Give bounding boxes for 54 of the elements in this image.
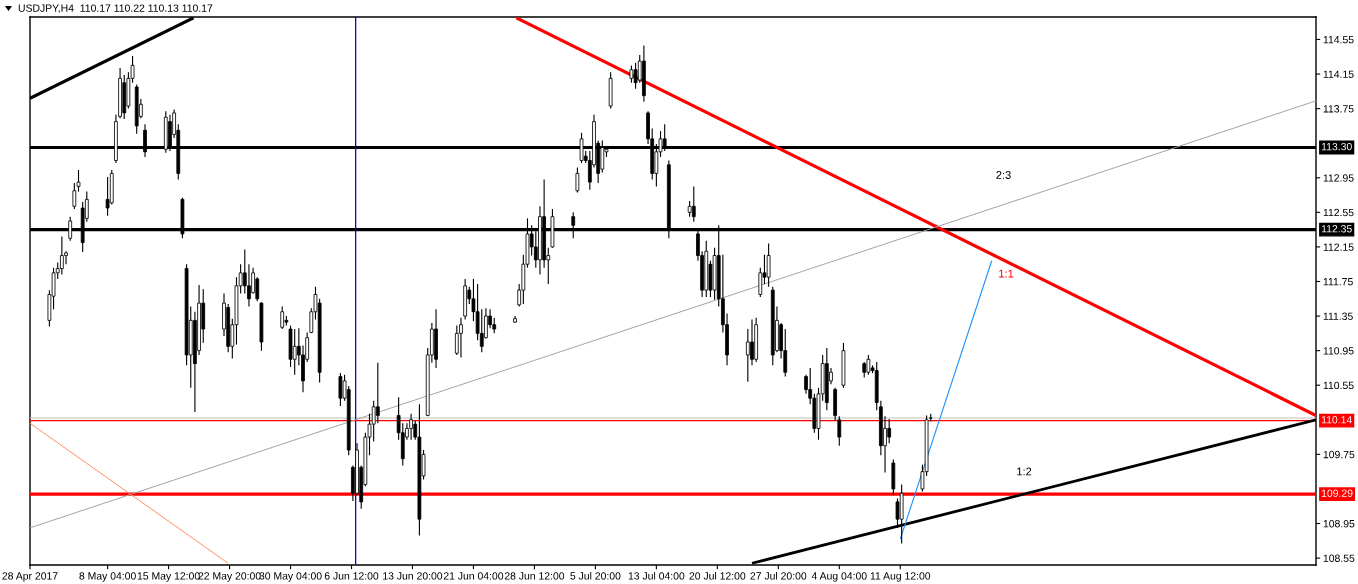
x-tick-label: 15 May 12:00 [137, 572, 200, 582]
x-tick-label: 28 Apr 2017 [2, 572, 58, 582]
candlestick [766, 242, 771, 288]
y-tick-label: 112.15 [1323, 243, 1354, 251]
candlestick [375, 362, 380, 424]
y-tick-label: 114.55 [1323, 36, 1354, 44]
candlestick [866, 354, 871, 376]
x-tick-label: 13 Jun 20:00 [383, 572, 443, 580]
candlestick [804, 374, 808, 395]
x-tick-label: 22 May 20:00 [198, 572, 261, 582]
x-tick-label: 30 May 04:00 [259, 572, 322, 582]
y-tick-label: 112.95 [1323, 174, 1354, 182]
candlestick [758, 267, 763, 298]
annotation: 1:2 [1017, 467, 1032, 476]
y-tick-label: 108.55 [1323, 554, 1355, 562]
candlestick [479, 308, 484, 353]
candlestick [895, 497, 900, 529]
y-tick-label: 108.95 [1323, 520, 1355, 528]
candlestick [745, 328, 750, 383]
ref-line-label: 113.30 [1321, 142, 1352, 151]
x-tick-label: 8 May 04:00 [79, 572, 136, 582]
candlestick [459, 317, 463, 359]
y-tick-label: 110.55 [1323, 381, 1354, 390]
candlestick [887, 418, 892, 444]
y-tick-label: 110.95 [1323, 347, 1354, 355]
y-tick-label: 114.15 [1323, 70, 1354, 78]
x-tick-label: 5 Jul 20:00 [570, 571, 621, 580]
ref-line-label: 112.35 [1321, 225, 1352, 233]
chart-title: USDJPY,H4 110.17 110.22 110.13 110.17 [18, 4, 213, 14]
x-tick-label: 4 Aug 04:00 [811, 572, 867, 582]
ref-line-label: 109.29 [1321, 489, 1353, 497]
annotation: 1:1 [999, 269, 1014, 278]
x-tick-label: 21 Jun 04:00 [443, 572, 504, 580]
candlestick [409, 413, 413, 441]
x-tick-label: 6 Jun 12:00 [324, 572, 379, 580]
x-tick-label: 20 Jul 12:00 [689, 571, 746, 580]
y-tick-label: 113.75 [1323, 105, 1354, 113]
candlestick [247, 263, 251, 308]
y-tick-label: 109.75 [1323, 450, 1355, 459]
y-tick-label: 112.55 [1323, 208, 1354, 217]
candlestick [575, 166, 580, 194]
annotation: 2:3 [996, 171, 1011, 179]
x-tick-label: 11 Aug 12:00 [870, 572, 931, 582]
x-tick-label: 13 Jul 04:00 [628, 571, 685, 580]
y-tick-label: 111.35 [1323, 312, 1353, 320]
ref-line-label: 110.14 [1321, 416, 1352, 424]
candlestick [292, 328, 297, 376]
candlestick [750, 318, 754, 366]
y-tick-label: 111.75 [1323, 278, 1353, 286]
candlestick [60, 235, 64, 276]
x-tick-label: 27 Jul 20:00 [750, 571, 807, 580]
candlestick [338, 372, 343, 407]
candlestick [72, 182, 77, 210]
x-tick-label: 28 Jun 12:00 [504, 572, 565, 580]
